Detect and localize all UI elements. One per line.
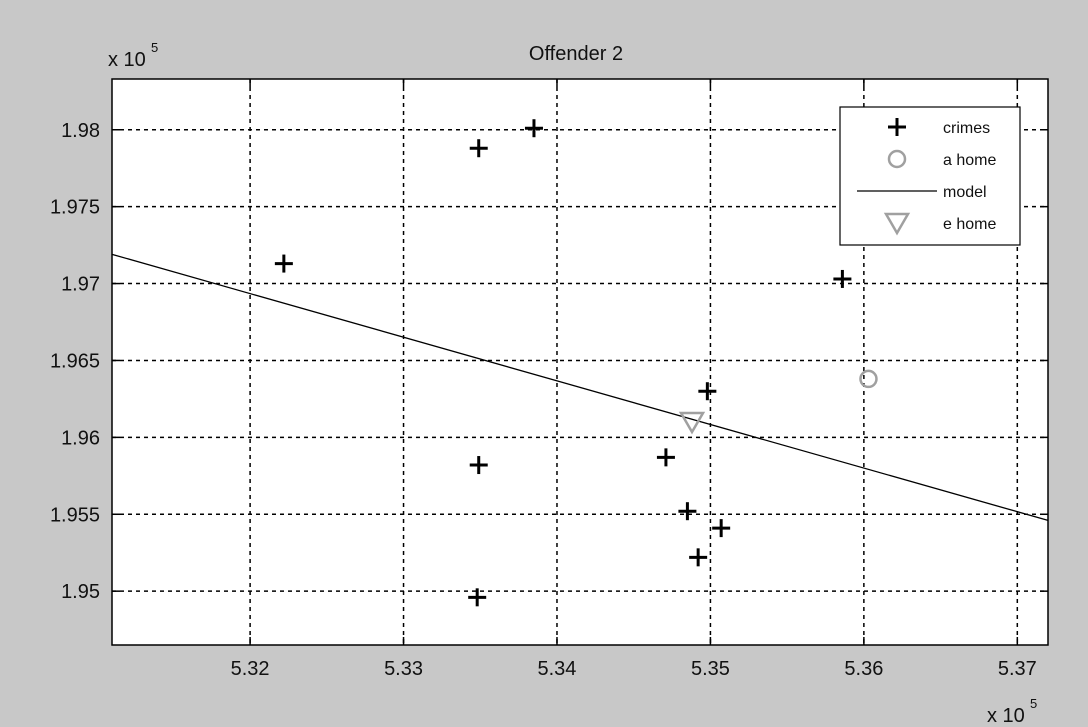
plot-frame [111, 78, 1049, 646]
crimes-marker [274, 254, 293, 273]
crimes-marker [689, 548, 708, 567]
ticks [112, 79, 1048, 645]
y-multiplier-base: x 10 [108, 49, 146, 71]
legend-box [839, 106, 1021, 246]
e-home-marker [678, 411, 706, 435]
crimes-marker [833, 269, 852, 288]
grid [112, 79, 1048, 645]
y-tick-label: 1.955 [50, 504, 100, 526]
marker-layer [274, 119, 878, 607]
x-tick-label: 5.34 [538, 658, 577, 680]
y-tick-label: 1.96 [61, 427, 100, 449]
a-home-marker [859, 369, 878, 389]
crimes-marker [698, 382, 717, 401]
y-tick-label: 1.97 [61, 274, 100, 296]
x-tick-label: 5.37 [998, 658, 1037, 680]
crimes-marker [524, 119, 543, 138]
x-multiplier-exponent: 5 [1030, 696, 1037, 711]
crimes-marker [712, 519, 731, 538]
y-multiplier: x 10 5 [108, 40, 158, 71]
legend-symbol-a-home [887, 149, 907, 169]
x-tick-label: 5.35 [691, 658, 730, 680]
model-line [111, 253, 1049, 522]
y-tick-label: 1.975 [50, 197, 100, 219]
x-multiplier: x 10 5 [987, 696, 1037, 727]
legend-label-e-home: e home [943, 216, 996, 233]
x-multiplier-base: x 10 [987, 705, 1025, 727]
crimes-marker [469, 456, 488, 475]
x-tick-label: 5.33 [384, 658, 423, 680]
legend-label-a-home: a home [943, 152, 996, 169]
crimes-marker [468, 588, 487, 607]
tick-labels: 5.32 5.33 5.34 5.35 5.36 5.37 1.95 1.955 1.96 1.9… [50, 120, 1037, 680]
y-multiplier-exponent: 5 [151, 40, 158, 55]
model-line-layer [111, 253, 1049, 522]
crimes-marker [656, 448, 675, 467]
y-tick-label: 1.965 [50, 350, 100, 372]
legend-symbol-crimes [888, 118, 906, 136]
legend: crimes a home model e home [839, 106, 1021, 246]
y-tick-label: 1.95 [61, 581, 100, 603]
crimes-marker [469, 139, 488, 158]
x-tick-label: 5.32 [231, 658, 270, 680]
y-tick-label: 1.98 [61, 120, 100, 142]
legend-label-model: model [943, 184, 987, 201]
legend-symbol-e-home [883, 212, 911, 236]
chart-title: Offender 2 [529, 43, 623, 65]
x-tick-label: 5.36 [844, 658, 883, 680]
crimes-marker [678, 502, 697, 521]
legend-label-crimes: crimes [943, 120, 990, 137]
